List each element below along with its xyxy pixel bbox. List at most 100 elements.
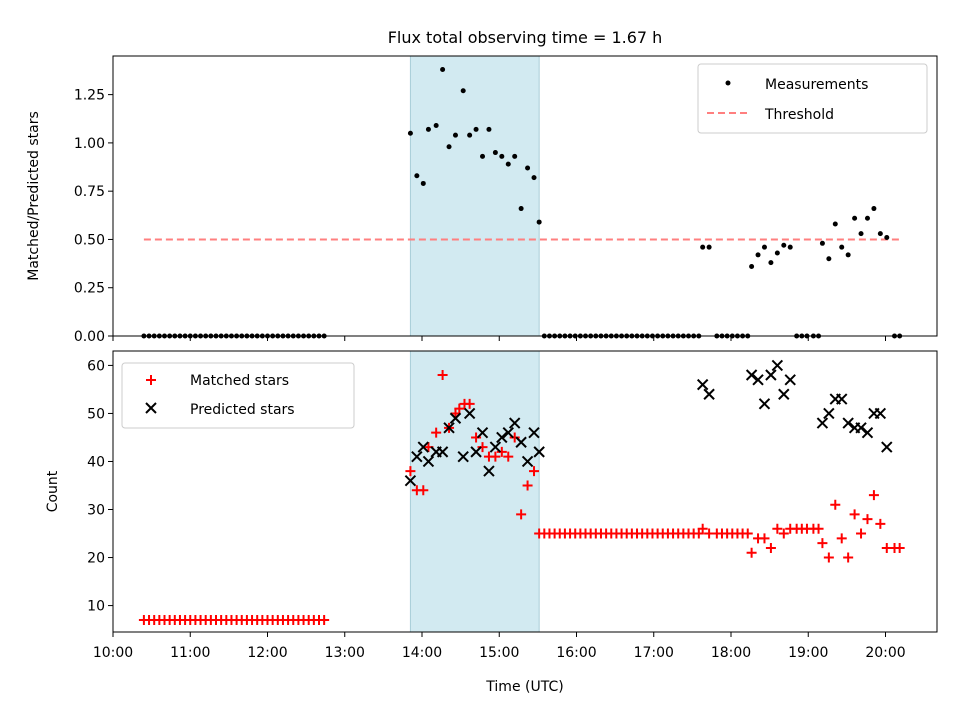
matched-star-point (509, 432, 520, 443)
matched-star-point (503, 451, 514, 462)
ratio-panel: 0.00 0.25 0.50 0.75 1.00 1.25 Matched/Predict… (26, 55, 938, 345)
y-tick-label: 20 (87, 551, 105, 567)
measurement-point (839, 244, 845, 250)
count-panel-frame (112, 350, 938, 633)
predicted-star-point (476, 426, 489, 439)
matched-star-markers (138, 370, 905, 625)
matched-star-point (813, 523, 824, 534)
matched-star-point (431, 427, 442, 438)
predicted-star-point (765, 369, 777, 381)
measurement-point (864, 215, 870, 221)
predicted-star-point (758, 398, 771, 410)
legend-x-glyph (145, 402, 157, 414)
matched-star-point (496, 446, 507, 457)
matched-star-point (875, 518, 886, 529)
matched-star-point (418, 485, 429, 496)
matched-star-point (772, 523, 783, 534)
predicted-star-point (752, 374, 764, 386)
measurement-point (826, 256, 832, 262)
predicted-star-point (874, 407, 887, 420)
legend-plus-marker (146, 375, 156, 385)
ratio-legend: Measurements Threshold (697, 63, 928, 134)
y-tick-label: 50 (87, 406, 105, 422)
measurement-point (884, 235, 890, 241)
measurement-point (768, 260, 774, 266)
count-panel: 10 20 30 40 50 60 10:00 11:00 12:00 13:00 14:00 15… (45, 350, 938, 695)
measurement-point (486, 126, 492, 132)
predicted-star-point (771, 359, 784, 372)
measurement-point (877, 231, 883, 237)
predicted-star-point (778, 388, 790, 400)
ratio-x-ticks (112, 336, 886, 341)
legend-dot-marker (725, 80, 731, 86)
x-tick-label: 16:00 (556, 645, 596, 661)
x-tick-label: 13:00 (325, 645, 365, 661)
legend-plus-glyph (146, 375, 156, 385)
x-tick-label: 20:00 (865, 645, 905, 661)
ratio-y-ticks: 0.00 0.25 0.50 0.75 1.00 1.25 (74, 88, 113, 345)
matched-star-point (843, 552, 854, 563)
matched-star-point (746, 547, 757, 558)
predicted-star-point (489, 441, 502, 453)
y-tick-label: 60 (87, 358, 105, 374)
measurement-point (787, 244, 793, 250)
legend-x-marker (145, 402, 157, 414)
matched-star-point (319, 614, 330, 625)
x-tick-label: 12:00 (247, 645, 287, 661)
predicted-star-point (457, 450, 469, 463)
count-y-ticks: 10 20 30 40 50 60 (87, 358, 113, 615)
predicted-star-point (533, 446, 545, 458)
x-tick-label: 14:00 (402, 645, 442, 661)
predicted-star-point (470, 446, 482, 458)
matched-star-point (471, 432, 482, 443)
measurement-point (446, 144, 452, 150)
time-x-ticks: 10:00 11:00 12:00 13:00 14:00 15:00 16:00 17:00… (93, 632, 906, 661)
measurement-point (433, 123, 439, 129)
matched-star-point (836, 533, 847, 544)
measurement-point (871, 206, 877, 212)
chart-title: Flux total observing time = 1.67 h (388, 28, 663, 47)
predicted-star-point (816, 417, 829, 429)
x-tick-label: 18:00 (711, 645, 751, 661)
matched-star-point (437, 370, 448, 381)
measurement-point (452, 132, 458, 138)
predicted-star-point (823, 407, 835, 420)
predicted-star-point (696, 378, 709, 391)
y-tick-label: 1.00 (74, 136, 105, 152)
predicted-star-point (784, 374, 796, 386)
measurement-point (700, 244, 706, 250)
measurement-point (518, 206, 524, 212)
highlight-band (409, 55, 540, 337)
measurement-point (492, 150, 498, 156)
time-x-axis-label: Time (UTC) (485, 679, 563, 695)
predicted-star-point (861, 426, 874, 439)
predicted-star-point (842, 417, 854, 429)
y-tick-label: 1.25 (74, 88, 105, 104)
y-tick-label: 0.25 (74, 281, 105, 297)
measurement-point (460, 88, 466, 94)
measurement-point (531, 175, 537, 181)
measurement-point (706, 244, 712, 250)
measurement-point (755, 252, 761, 258)
measurement-point (499, 153, 505, 159)
highlight-band (409, 350, 540, 633)
count-legend: Matched stars Predicted stars (121, 362, 355, 429)
measurement-point (473, 126, 479, 132)
measurement-point (505, 161, 511, 167)
predicted-star-markers (404, 359, 893, 487)
predicted-star-point (483, 465, 495, 477)
matched-star-point (522, 480, 533, 491)
predicted-star-point (502, 426, 514, 439)
count-y-axis-label: Count (45, 470, 61, 512)
matched-star-point (817, 538, 828, 549)
predicted-star-point (411, 450, 423, 463)
legend-label-matched: Matched stars (190, 373, 289, 389)
measurement-point (774, 250, 780, 256)
measurement-point (845, 252, 851, 258)
predicted-star-point (745, 369, 758, 381)
legend-label-measurements: Measurements (765, 77, 868, 93)
matched-star-point (516, 509, 527, 520)
matched-star-point (697, 523, 708, 534)
matched-star-point (778, 528, 789, 539)
matched-star-point (862, 514, 873, 525)
